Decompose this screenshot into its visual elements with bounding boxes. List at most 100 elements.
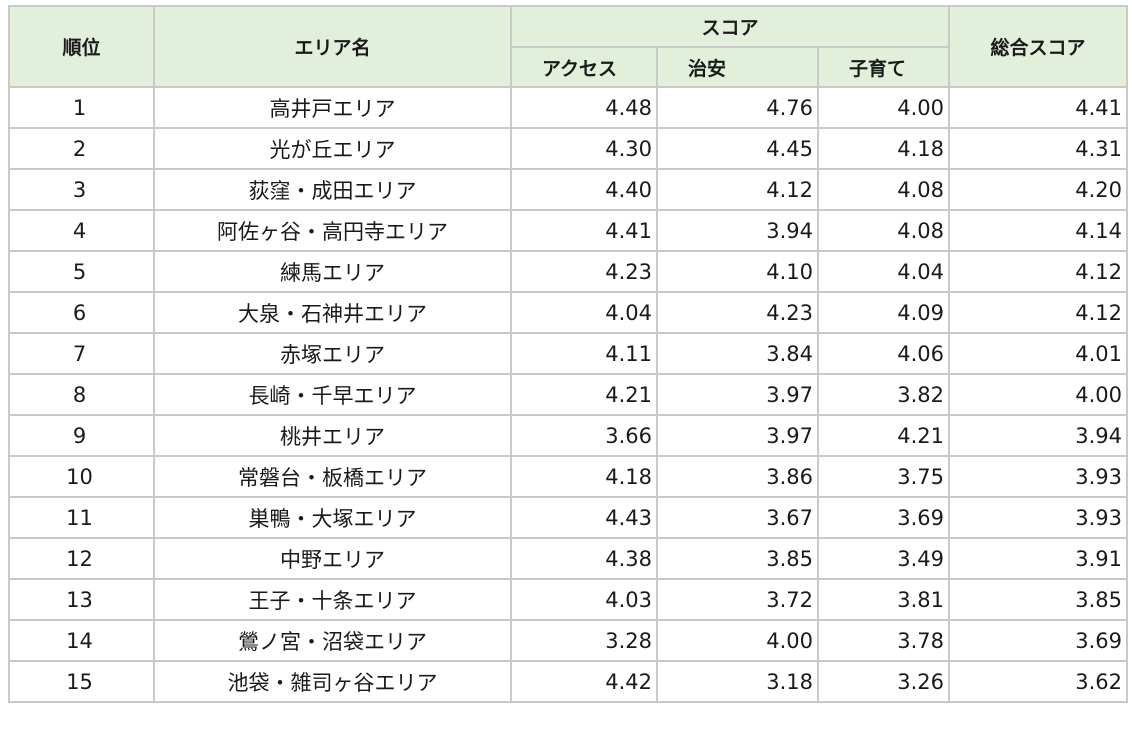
- table-row: 9 桃井エリア 3.66 3.97 4.21 3.94: [8, 414, 1128, 457]
- table-row: 4 阿佐ヶ谷・高円寺エリア 4.41 3.94 4.08 4.14: [8, 209, 1128, 252]
- childcare-score-cell: 3.49: [817, 537, 950, 580]
- safety-score-cell: 3.85: [656, 537, 819, 580]
- safety-score-cell: 4.12: [656, 168, 819, 211]
- rank-cell: 5: [8, 250, 155, 293]
- table-body: 1 高井戸エリア 4.48 4.76 4.00 4.41 2 光が丘エリア 4.30 4.45 4.…: [8, 86, 1128, 703]
- total-score-cell: 4.41: [948, 86, 1128, 129]
- table-row: 11 巣鴨・大塚エリア 4.43 3.67 3.69 3.93: [8, 496, 1128, 539]
- safety-score-cell: 3.84: [656, 332, 819, 375]
- access-score-cell: 3.28: [510, 619, 658, 662]
- table-row: 10 常磐台・板橋エリア 4.18 3.86 3.75 3.93: [8, 455, 1128, 498]
- childcare-score-cell: 3.82: [817, 373, 950, 416]
- area-ranking-table: 順位 エリア名 スコア 総合スコア アクセス 治安 子育て 1 高井戸エリア 4.4…: [8, 5, 1128, 703]
- safety-score-cell: 4.45: [656, 127, 819, 170]
- safety-score-cell: 3.72: [656, 578, 819, 621]
- childcare-score-cell: 4.21: [817, 414, 950, 457]
- header-childcare: 子育て: [817, 46, 950, 88]
- area-name-cell: 巣鴨・大塚エリア: [153, 496, 512, 539]
- area-name-cell: 荻窪・成田エリア: [153, 168, 512, 211]
- safety-score-cell: 3.67: [656, 496, 819, 539]
- safety-score-cell: 3.18: [656, 660, 819, 703]
- rank-cell: 13: [8, 578, 155, 621]
- access-score-cell: 4.43: [510, 496, 658, 539]
- area-name-cell: 池袋・雑司ヶ谷エリア: [153, 660, 512, 703]
- area-name-cell: 高井戸エリア: [153, 86, 512, 129]
- total-score-cell: 4.14: [948, 209, 1128, 252]
- access-score-cell: 3.66: [510, 414, 658, 457]
- safety-score-cell: 4.10: [656, 250, 819, 293]
- safety-score-cell: 4.76: [656, 86, 819, 129]
- table-header: 順位 エリア名 スコア 総合スコア アクセス 治安 子育て: [8, 5, 1128, 88]
- total-score-cell: 4.12: [948, 291, 1128, 334]
- access-score-cell: 4.04: [510, 291, 658, 334]
- rank-cell: 11: [8, 496, 155, 539]
- access-score-cell: 4.38: [510, 537, 658, 580]
- ranking-table-container: 順位 エリア名 スコア 総合スコア アクセス 治安 子育て 1 高井戸エリア 4.4…: [8, 5, 1128, 703]
- header-total: 総合スコア: [948, 5, 1128, 88]
- rank-cell: 7: [8, 332, 155, 375]
- total-score-cell: 4.00: [948, 373, 1128, 416]
- childcare-score-cell: 4.00: [817, 86, 950, 129]
- area-name-cell: 大泉・石神井エリア: [153, 291, 512, 334]
- table-row: 12 中野エリア 4.38 3.85 3.49 3.91: [8, 537, 1128, 580]
- access-score-cell: 4.11: [510, 332, 658, 375]
- rank-cell: 2: [8, 127, 155, 170]
- area-name-cell: 王子・十条エリア: [153, 578, 512, 621]
- total-score-cell: 4.31: [948, 127, 1128, 170]
- rank-cell: 15: [8, 660, 155, 703]
- area-name-cell: 阿佐ヶ谷・高円寺エリア: [153, 209, 512, 252]
- rank-cell: 10: [8, 455, 155, 498]
- header-area: エリア名: [153, 5, 512, 88]
- safety-score-cell: 4.23: [656, 291, 819, 334]
- total-score-cell: 4.01: [948, 332, 1128, 375]
- header-rank: 順位: [8, 5, 155, 88]
- total-score-cell: 3.62: [948, 660, 1128, 703]
- childcare-score-cell: 3.75: [817, 455, 950, 498]
- access-score-cell: 4.23: [510, 250, 658, 293]
- area-name-cell: 赤塚エリア: [153, 332, 512, 375]
- rank-cell: 3: [8, 168, 155, 211]
- total-score-cell: 3.94: [948, 414, 1128, 457]
- table-row: 8 長崎・千早エリア 4.21 3.97 3.82 4.00: [8, 373, 1128, 416]
- safety-score-cell: 3.86: [656, 455, 819, 498]
- rank-cell: 8: [8, 373, 155, 416]
- access-score-cell: 4.30: [510, 127, 658, 170]
- total-score-cell: 4.12: [948, 250, 1128, 293]
- access-score-cell: 4.40: [510, 168, 658, 211]
- total-score-cell: 3.69: [948, 619, 1128, 662]
- header-access: アクセス: [510, 46, 658, 88]
- rank-cell: 9: [8, 414, 155, 457]
- access-score-cell: 4.03: [510, 578, 658, 621]
- childcare-score-cell: 4.04: [817, 250, 950, 293]
- table-row: 6 大泉・石神井エリア 4.04 4.23 4.09 4.12: [8, 291, 1128, 334]
- total-score-cell: 3.93: [948, 496, 1128, 539]
- safety-score-cell: 3.94: [656, 209, 819, 252]
- childcare-score-cell: 4.08: [817, 209, 950, 252]
- childcare-score-cell: 3.81: [817, 578, 950, 621]
- childcare-score-cell: 4.08: [817, 168, 950, 211]
- safety-score-cell: 4.00: [656, 619, 819, 662]
- access-score-cell: 4.21: [510, 373, 658, 416]
- area-name-cell: 桃井エリア: [153, 414, 512, 457]
- total-score-cell: 3.93: [948, 455, 1128, 498]
- access-score-cell: 4.48: [510, 86, 658, 129]
- area-name-cell: 常磐台・板橋エリア: [153, 455, 512, 498]
- childcare-score-cell: 4.18: [817, 127, 950, 170]
- safety-score-cell: 3.97: [656, 373, 819, 416]
- rank-cell: 6: [8, 291, 155, 334]
- table-row: 3 荻窪・成田エリア 4.40 4.12 4.08 4.20: [8, 168, 1128, 211]
- table-row: 1 高井戸エリア 4.48 4.76 4.00 4.41: [8, 86, 1128, 129]
- childcare-score-cell: 3.26: [817, 660, 950, 703]
- rank-cell: 4: [8, 209, 155, 252]
- area-name-cell: 鶯ノ宮・沼袋エリア: [153, 619, 512, 662]
- safety-score-cell: 3.97: [656, 414, 819, 457]
- area-name-cell: 中野エリア: [153, 537, 512, 580]
- area-name-cell: 練馬エリア: [153, 250, 512, 293]
- access-score-cell: 4.18: [510, 455, 658, 498]
- table-row: 2 光が丘エリア 4.30 4.45 4.18 4.31: [8, 127, 1128, 170]
- total-score-cell: 3.85: [948, 578, 1128, 621]
- table-row: 7 赤塚エリア 4.11 3.84 4.06 4.01: [8, 332, 1128, 375]
- table-row: 13 王子・十条エリア 4.03 3.72 3.81 3.85: [8, 578, 1128, 621]
- access-score-cell: 4.41: [510, 209, 658, 252]
- area-name-cell: 長崎・千早エリア: [153, 373, 512, 416]
